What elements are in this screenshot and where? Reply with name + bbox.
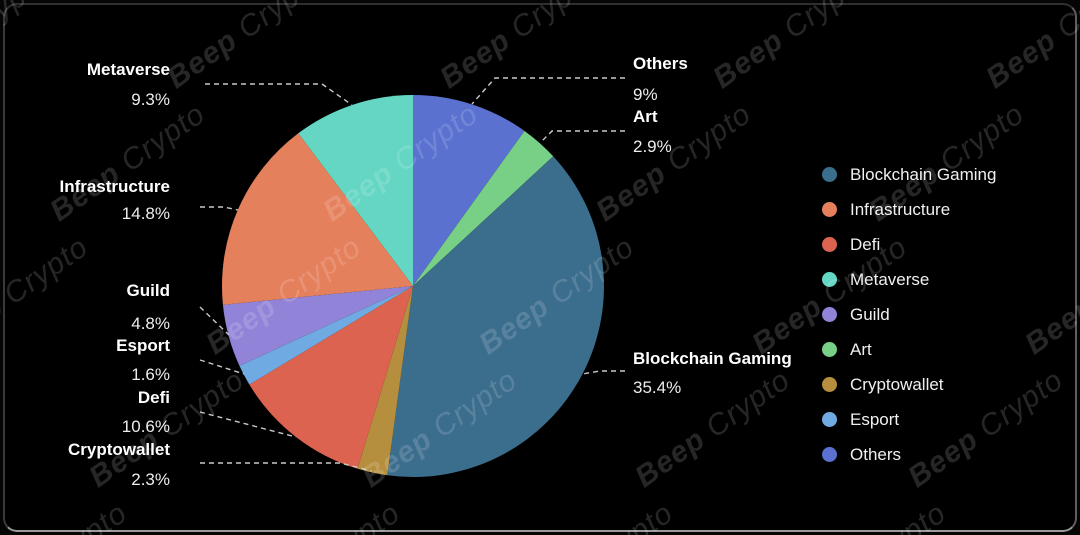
legend-label: Defi <box>850 234 881 254</box>
callout-name-art: Art <box>633 107 658 126</box>
pie-slice-others[interactable] <box>413 95 525 286</box>
pie-slice-guild[interactable] <box>222 286 413 366</box>
legend-label: Art <box>850 339 872 359</box>
legend-color-dot-icon <box>822 167 837 182</box>
leader-line-esport <box>199 359 245 375</box>
callout-name-blockchain-gaming: Blockchain Gaming <box>633 349 792 368</box>
leader-line-metaverse <box>205 83 353 106</box>
pie-slice-metaverse[interactable] <box>298 95 413 286</box>
leader-line-cryptowallet <box>200 462 373 472</box>
legend-item-infrastructure[interactable]: Infrastructure <box>822 192 996 227</box>
legend-color-dot-icon <box>822 272 837 287</box>
callout-value-guild: 4.8% <box>131 314 170 333</box>
pie-slice-esport[interactable] <box>239 286 413 385</box>
legend-color-dot-icon <box>822 307 837 322</box>
callout-value-cryptowallet: 2.3% <box>131 470 170 489</box>
legend-label: Blockchain Gaming <box>850 164 997 184</box>
legend-item-metaverse[interactable]: Metaverse <box>822 262 996 297</box>
pie-slice-infrastructure[interactable] <box>222 133 413 305</box>
legend-label: Guild <box>850 304 890 324</box>
pie-slice-art[interactable] <box>413 130 554 286</box>
callout-value-others: 9% <box>633 85 658 104</box>
legend-item-esport[interactable]: Esport <box>822 402 996 437</box>
legend-item-others[interactable]: Others <box>822 437 996 472</box>
callout-value-metaverse: 9.3% <box>131 90 170 109</box>
leader-line-art <box>539 130 625 144</box>
legend-item-cryptowallet[interactable]: Cryptowallet <box>822 367 996 402</box>
callout-value-blockchain-gaming: 35.4% <box>633 378 682 397</box>
leader-line-others <box>471 77 625 105</box>
callout-name-defi: Defi <box>137 388 170 407</box>
callout-value-defi: 10.6% <box>121 417 170 436</box>
legend-label: Esport <box>850 409 900 429</box>
leader-line-infrastructure <box>200 206 239 211</box>
pie-slice-blockchain-gaming[interactable] <box>387 156 605 477</box>
callout-name-esport: Esport <box>116 336 170 355</box>
legend-color-dot-icon <box>822 202 837 217</box>
leader-line-guild <box>199 306 230 336</box>
callout-name-metaverse: Metaverse <box>86 60 170 79</box>
legend-color-dot-icon <box>822 237 837 252</box>
legend-color-dot-icon <box>822 447 837 462</box>
legend-color-dot-icon <box>822 377 837 392</box>
legend-item-art[interactable]: Art <box>822 332 996 367</box>
legend: Blockchain Gaming Infrastructure Defi Metav… <box>822 157 996 472</box>
legend-label: Others <box>850 444 902 464</box>
pie-slice-defi[interactable] <box>249 286 413 469</box>
callout-name-infrastructure: Infrastructure <box>59 177 170 196</box>
callout-name-cryptowallet: Cryptowallet <box>67 440 170 459</box>
leader-line-blockchain-gaming <box>581 370 625 375</box>
legend-item-defi[interactable]: Defi <box>822 227 996 262</box>
legend-label: Infrastructure <box>850 199 951 219</box>
pie-slice-cryptowallet[interactable] <box>357 286 413 476</box>
legend-item-blockchain-gaming[interactable]: Blockchain Gaming <box>822 157 996 192</box>
legend-color-dot-icon <box>822 342 837 357</box>
legend-item-guild[interactable]: Guild <box>822 297 996 332</box>
legend-label: Metaverse <box>850 269 930 289</box>
leader-line-defi <box>199 411 297 438</box>
legend-label: Cryptowallet <box>850 374 944 394</box>
callout-value-infrastructure: 14.8% <box>121 204 170 223</box>
callout-name-others: Others <box>633 54 688 73</box>
callout-value-esport: 1.6% <box>131 365 170 384</box>
legend-color-dot-icon <box>822 412 837 427</box>
callout-value-art: 2.9% <box>633 137 672 156</box>
callout-name-guild: Guild <box>126 281 170 300</box>
